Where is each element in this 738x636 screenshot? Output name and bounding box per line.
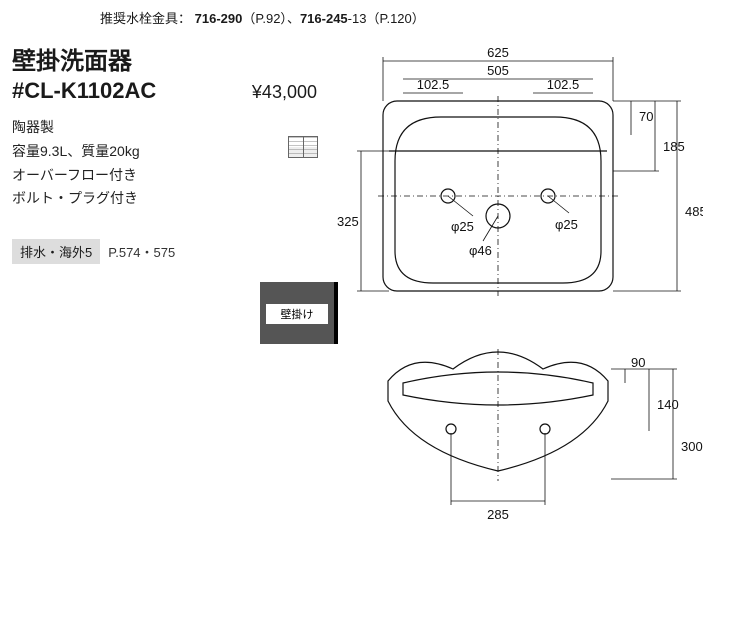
dimension-diagram: 625 505 102.5 102.5 70 185 485 325 — [333, 41, 726, 556]
dim-285: 285 — [487, 507, 509, 522]
dim-phi25-l: φ25 — [451, 219, 474, 234]
dim-102-5-r: 102.5 — [547, 77, 580, 92]
drainage-tag: 排水・海外5 — [12, 239, 100, 264]
dim-70: 70 — [639, 109, 653, 124]
dim-phi25-r: φ25 — [555, 217, 578, 232]
wall-mount-badge: 壁掛け — [260, 282, 338, 344]
recommend-page-1: （P.120） — [366, 11, 424, 26]
recommend-code-1: 716-245 — [300, 11, 348, 26]
dim-90: 90 — [631, 355, 645, 370]
recommend-sep: 、 — [287, 11, 300, 26]
drainage-pages: P.574・575 — [108, 242, 175, 261]
product-title: 壁掛洗面器 — [12, 41, 317, 76]
recommend-suffix-1: -13 — [348, 11, 367, 26]
recommend-label: 推奨水栓金具： — [100, 11, 191, 26]
wall-mount-label: 壁掛け — [266, 304, 328, 324]
dim-625: 625 — [487, 45, 509, 60]
spec-line: ボルト・プラグ付き — [12, 187, 317, 211]
recommend-code-0: 716-290 — [195, 11, 243, 26]
dim-300: 300 — [681, 439, 703, 454]
spec-line: オーバーフロー付き — [12, 164, 317, 188]
dim-485: 485 — [685, 204, 703, 219]
catalog-icon — [288, 136, 318, 158]
dim-102-5-l: 102.5 — [417, 77, 450, 92]
dim-325: 325 — [337, 214, 359, 229]
dim-phi46: φ46 — [469, 243, 492, 258]
recommended-faucets: 推奨水栓金具： 716-290（P.92）、716-245-13（P.120） — [12, 8, 726, 27]
spec-line: 陶器製 — [12, 116, 317, 140]
product-price: ¥43,000 — [252, 82, 317, 103]
dim-140: 140 — [657, 397, 679, 412]
product-model: #CL-K1102AC — [12, 78, 156, 104]
recommend-page-0: （P.92） — [242, 11, 287, 26]
dim-505: 505 — [487, 63, 509, 78]
spec-line: 容量9.3L、質量20kg — [12, 140, 317, 164]
dim-185: 185 — [663, 139, 685, 154]
